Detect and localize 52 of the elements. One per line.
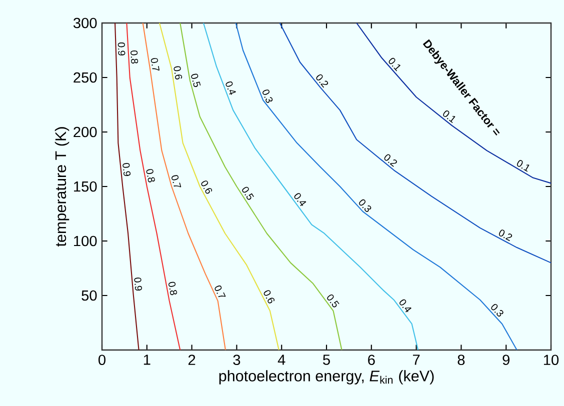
x-tick-label: 5 (323, 354, 330, 365)
x-tick-label: 1 (144, 354, 150, 365)
y-tick-label: 300 (73, 18, 97, 28)
x-tick-label: 2 (188, 354, 196, 365)
x-tick-label: 7 (412, 354, 420, 365)
text: 0.5 (242, 186, 254, 200)
text: 0.9 (134, 278, 142, 291)
text: 0.4 (226, 81, 236, 95)
x-axis-title: photoelectron energy, E$_{kin}$ (keV) (219, 370, 434, 384)
text: 0.1 (443, 110, 456, 124)
text: 0.2 (384, 154, 397, 167)
text: 0.1 (516, 160, 530, 172)
x-tick-label: 9 (502, 354, 510, 366)
line-series (356, 23, 552, 184)
text: 0.9 (118, 42, 126, 56)
x-tick-label: 10 (544, 354, 559, 366)
line-series (142, 23, 226, 350)
text: 0.8 (168, 282, 178, 296)
text: 0.2 (316, 74, 328, 88)
text: 0.6 (264, 290, 275, 304)
text: 0.6 (201, 180, 212, 194)
line-series (158, 23, 280, 350)
text: 0.2 (498, 230, 512, 242)
text: 0.3 (262, 90, 273, 103)
text: 0.5 (191, 74, 201, 88)
line-series (235, 23, 518, 350)
line-series (202, 23, 419, 350)
line-series (279, 23, 552, 264)
text: 0.4 (400, 299, 412, 312)
y-tick-label: 250 (74, 72, 97, 83)
y-tick-label: 200 (74, 126, 97, 138)
x-tick-label: 3 (233, 354, 240, 366)
x-tick-label: 0 (98, 354, 106, 366)
text: 0.8 (130, 50, 138, 64)
text: 0.3 (359, 199, 372, 212)
y-tick-label: 50 (82, 290, 97, 301)
y-tick-label: 100 (74, 236, 97, 246)
text: 0.9 (122, 163, 131, 176)
text: 0.4 (294, 193, 306, 206)
y-axis-title: temperature T (K) (54, 127, 70, 247)
text: 0.5 (327, 294, 340, 308)
text: 0.6 (174, 66, 182, 80)
x-tick-label: 8 (458, 354, 465, 366)
y-tick-label: 150 (74, 181, 97, 192)
text: 0.7 (214, 286, 226, 298)
x-tick-label: 6 (368, 354, 375, 366)
text: 0.8 (146, 169, 155, 182)
text: 0.7 (150, 58, 160, 71)
text: 0.1 (388, 58, 400, 72)
x-tick-label: 4 (278, 354, 286, 365)
text: 0.3 (491, 304, 504, 317)
text: 0.7 (172, 175, 182, 188)
